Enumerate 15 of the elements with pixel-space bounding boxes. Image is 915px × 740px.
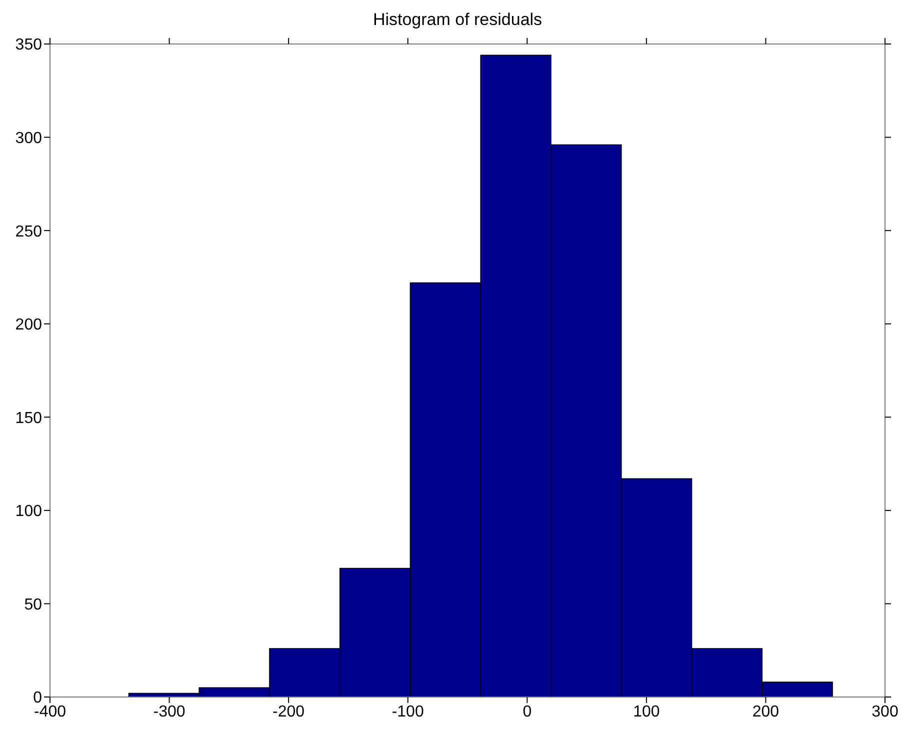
x-tick-label: -100 <box>392 703 424 720</box>
x-tick-label: 300 <box>872 703 898 720</box>
x-tick-label: 200 <box>752 703 780 720</box>
y-tick-label: 350 <box>15 36 42 54</box>
y-tick-label: 250 <box>15 223 42 240</box>
y-tick-label: 150 <box>15 410 42 427</box>
x-tick-label: 100 <box>633 703 660 720</box>
x-tick-label: 0 <box>522 703 532 720</box>
chart-title: Histogram of residuals <box>372 9 544 31</box>
y-tick-label: 300 <box>15 130 42 147</box>
x-tick-label: -300 <box>153 703 186 720</box>
y-tick-label: 200 <box>15 316 42 334</box>
y-tick-label: 100 <box>15 503 42 520</box>
y-tick-label: 50 <box>24 596 42 614</box>
x-tick-label: -200 <box>272 703 305 720</box>
